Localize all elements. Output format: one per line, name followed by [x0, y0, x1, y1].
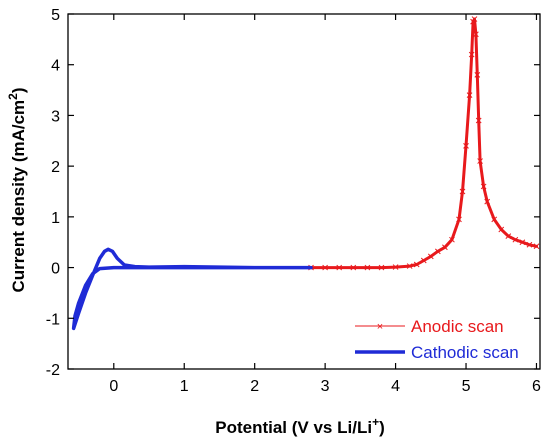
- y-tick-label: -2: [46, 362, 60, 379]
- legend-item-anodic: × Anodic scan: [355, 317, 504, 336]
- y-tick-label: 2: [51, 159, 60, 176]
- x-tick-label: 2: [250, 378, 259, 395]
- data-point: [533, 243, 540, 250]
- series-line-anodic-scan: [309, 17, 538, 270]
- data-point: [471, 16, 478, 22]
- x-tick-label: 1: [180, 378, 189, 395]
- data-point: [350, 264, 357, 271]
- series-anodic-scan: [308, 16, 540, 271]
- data-point: [459, 188, 466, 195]
- legend-label-cathodic: Cathodic scan: [411, 343, 519, 362]
- data-point: [456, 216, 462, 223]
- y-tick-label: 5: [51, 7, 60, 24]
- data-point: [392, 264, 399, 270]
- y-tick-label: 1: [51, 210, 60, 227]
- y-tick-label: 4: [51, 58, 60, 75]
- series-line-cathodic-scan: [71, 247, 313, 331]
- data-point: [420, 257, 427, 264]
- data-point: [475, 117, 482, 124]
- y-axis-title: Current density (mA/cm2): [6, 87, 28, 292]
- x-tick-label: 6: [532, 378, 541, 395]
- data-point: [466, 92, 473, 98]
- y-axis-title-end: ): [9, 87, 28, 93]
- data-point: [413, 261, 420, 268]
- y-tick-label: -1: [46, 311, 60, 328]
- x-tick-label: 0: [109, 378, 118, 395]
- y-tick-label: 3: [51, 108, 60, 125]
- data-point: [463, 143, 469, 149]
- legend-item-cathodic: Cathodic scan: [355, 343, 519, 362]
- data-point: [322, 264, 328, 271]
- data-point: [474, 72, 481, 78]
- tick-layer: 0 1 2 3 4 5 6 -2 -1 0 1 2 3 4 5: [46, 7, 541, 395]
- data-point: [477, 158, 483, 164]
- data-point: [505, 233, 512, 239]
- data-point: [484, 198, 491, 205]
- data-point: [378, 264, 385, 271]
- y-tick-label: 0: [51, 261, 60, 278]
- x-tick-label: 4: [391, 378, 400, 395]
- data-point: [519, 239, 526, 246]
- legend-label-anodic: Anodic scan: [411, 317, 504, 336]
- x-tick-label: 3: [321, 378, 330, 395]
- data-point: [427, 253, 434, 260]
- data-point: [480, 183, 487, 190]
- data-point: [449, 236, 455, 243]
- legend: × Anodic scan Cathodic scan: [355, 317, 519, 362]
- x-tick-label: 5: [462, 378, 471, 395]
- data-point: [406, 263, 413, 269]
- data-point: [498, 226, 505, 233]
- data-point: [473, 31, 479, 38]
- x-axis-title: Potential (V vs Li/Li+): [215, 415, 385, 437]
- data-point: [468, 51, 475, 58]
- legend-marker-anodic: ×: [377, 321, 383, 333]
- data-point: [364, 264, 371, 271]
- data-point: [526, 241, 533, 248]
- x-axis-title-sup: +: [372, 415, 379, 429]
- data-point: [442, 244, 448, 251]
- data-point: [434, 248, 441, 255]
- series-cathodic-scan: [71, 247, 313, 331]
- series-layer: [71, 16, 540, 331]
- x-axis-title-end: ): [379, 418, 385, 437]
- y-axis-title-sup: 2: [6, 93, 20, 100]
- plot-frame: [67, 13, 541, 370]
- data-point: [512, 236, 519, 243]
- data-point: [491, 216, 498, 223]
- data-point: [336, 264, 343, 271]
